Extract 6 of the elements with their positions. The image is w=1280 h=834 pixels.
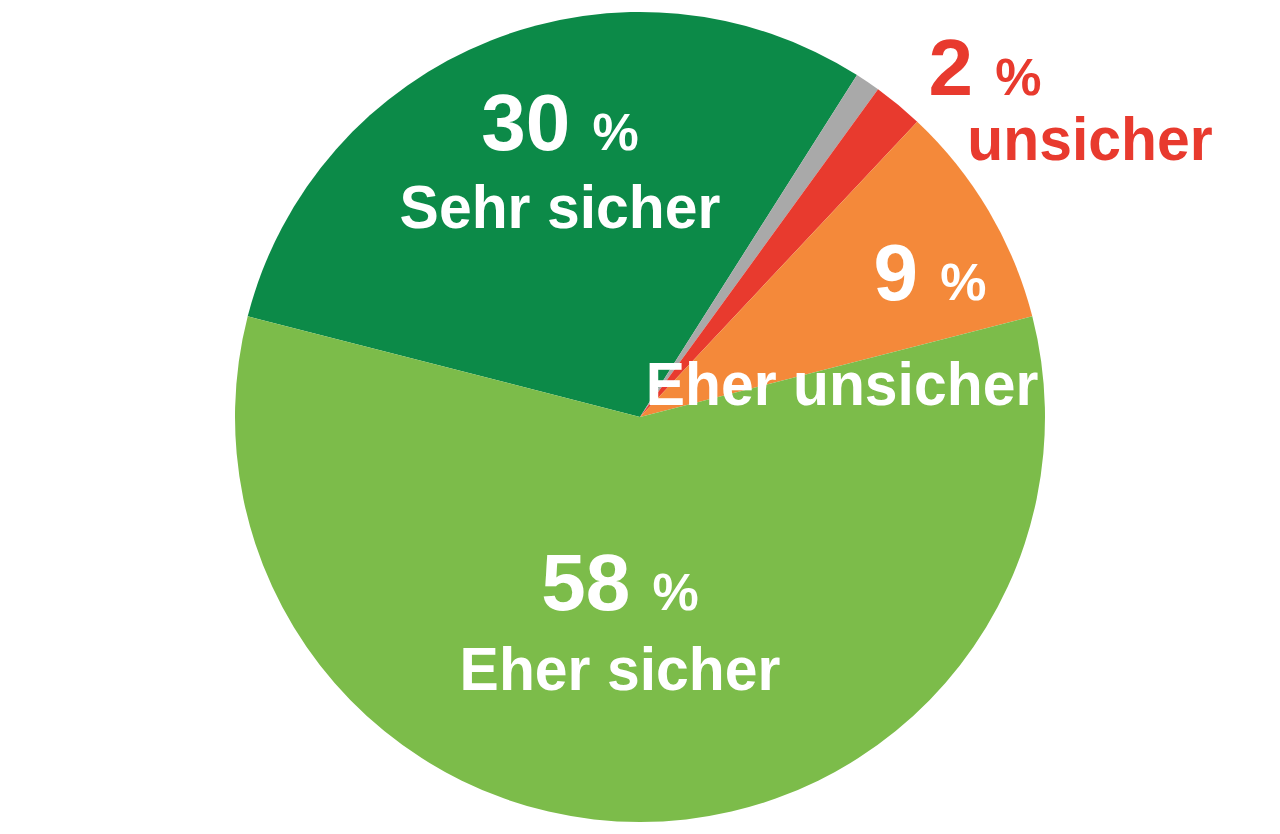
slice-label: Eher sicher <box>459 633 781 704</box>
data-label: 9 % <box>873 228 987 317</box>
data-label: 30 % <box>481 78 639 167</box>
slice-label: Sehr sicher <box>399 171 721 242</box>
data-label: 58 % <box>541 538 699 627</box>
pie-slice <box>235 316 1045 822</box>
